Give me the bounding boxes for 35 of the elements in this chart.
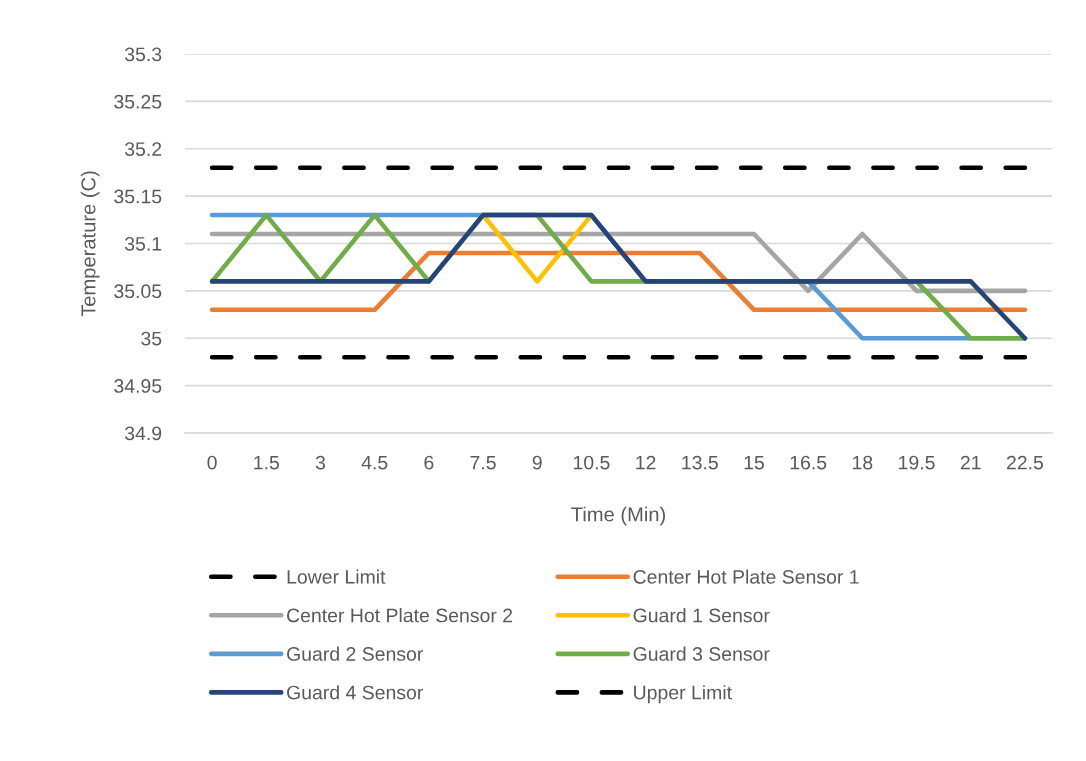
x-tick-label: 0 bbox=[207, 455, 217, 470]
x-tick-label: 21 bbox=[960, 455, 981, 470]
x-tick-label: 10.5 bbox=[573, 455, 610, 470]
legend-label: Lower Limit bbox=[287, 569, 386, 584]
y-tick-label: 35.15 bbox=[114, 189, 162, 204]
x-tick-label: 3 bbox=[315, 455, 326, 470]
x-tick-label: 22.5 bbox=[1006, 455, 1044, 470]
x-tick-label: 15 bbox=[744, 455, 764, 470]
x-tick-label: 16.5 bbox=[790, 455, 827, 470]
legend-label: Center Hot Plate Sensor 1 bbox=[633, 569, 859, 584]
x-tick-label: 7.5 bbox=[470, 455, 496, 470]
y-tick-label: 34.95 bbox=[114, 379, 162, 393]
legend-label: Upper Limit bbox=[634, 685, 732, 704]
legend-label: Guard 1 Sensor bbox=[633, 608, 770, 623]
x-tick-label: 18 bbox=[853, 455, 873, 470]
x-tick-label: 6 bbox=[424, 455, 434, 470]
x-tick-label: 1.5 bbox=[254, 455, 279, 470]
y-tick-label: 35.1 bbox=[124, 236, 162, 251]
x-tick-label: 19.5 bbox=[899, 455, 935, 470]
x-tick-label: 13.5 bbox=[682, 455, 718, 470]
y-tick-label: 34.9 bbox=[124, 426, 162, 441]
x-tick-label: 9 bbox=[532, 455, 542, 470]
y-axis-title: Temperature (C) bbox=[80, 171, 100, 317]
legend-label: Center Hot Plate Sensor 2 bbox=[287, 608, 513, 623]
legend-label: Guard 2 Sensor bbox=[287, 646, 424, 661]
legend-label: Guard 4 Sensor bbox=[287, 685, 424, 700]
x-axis-title: Time (Min) bbox=[571, 506, 665, 526]
legend-label: Guard 3 Sensor bbox=[633, 646, 770, 661]
y-tick-label: 35 bbox=[141, 331, 162, 346]
y-tick-label: 35.2 bbox=[124, 142, 162, 156]
x-tick-label: 4.5 bbox=[361, 455, 388, 470]
y-tick-label: 35.05 bbox=[114, 284, 162, 299]
y-tick-label: 35.3 bbox=[124, 47, 162, 62]
y-tick-label: 35.25 bbox=[114, 94, 162, 109]
x-tick-label: 12 bbox=[636, 455, 656, 470]
